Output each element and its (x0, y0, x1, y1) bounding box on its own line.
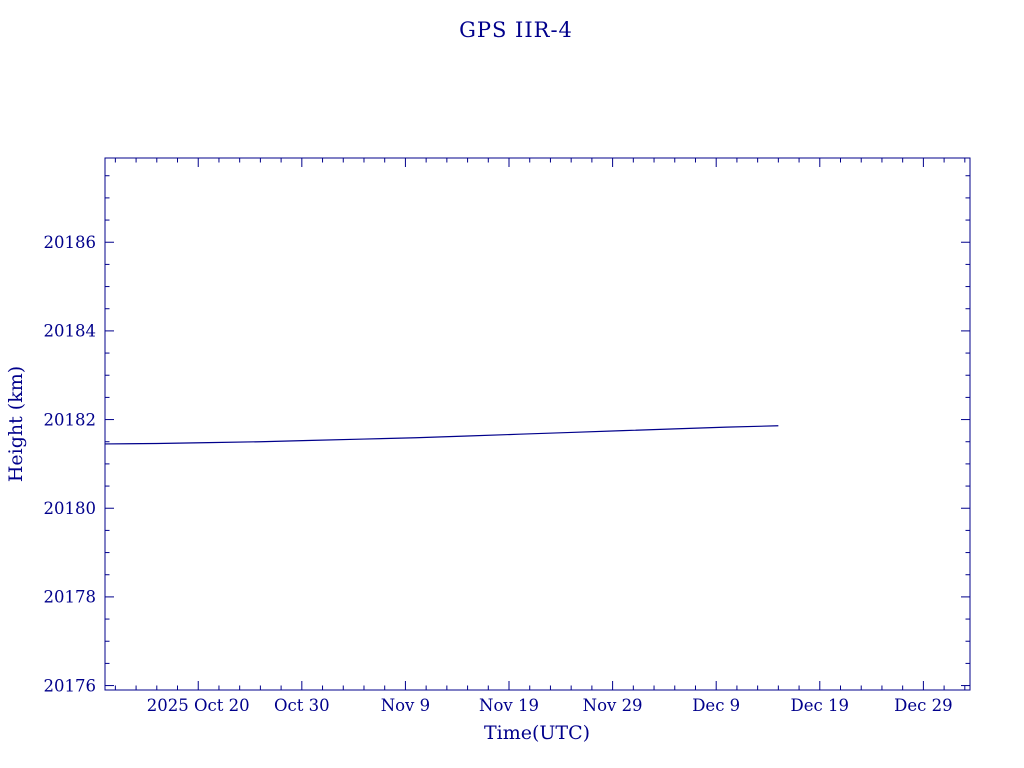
x-tick-label: Dec 19 (791, 696, 849, 715)
y-tick-label: 20184 (44, 322, 97, 341)
chart-title: GPS IIR-4 (459, 18, 573, 42)
y-tick-label: 20178 (44, 588, 97, 607)
y-tick-label: 20182 (44, 410, 97, 429)
y-tick-label: 20176 (44, 676, 97, 695)
x-tick-label: 2025 Oct 20 (147, 696, 250, 715)
x-tick-label: Nov 19 (479, 696, 539, 715)
plot-area: 20176 20178 20180 20182 20184 20186 2025 Oct 2… (44, 157, 971, 715)
height-series-line (104, 425, 779, 445)
y-axis-label: Height (km) (5, 366, 27, 482)
plot-frame (104, 157, 971, 691)
x-axis-label: Time(UTC) (484, 722, 590, 744)
x-tick-label: Nov 29 (583, 696, 643, 715)
x-tick-label: Nov 9 (381, 696, 430, 715)
x-tick-label: Oct 30 (274, 696, 330, 715)
x-tick-label: Dec 29 (894, 696, 952, 715)
y-tick-label: 20180 (44, 499, 97, 518)
y-tick-label: 20186 (44, 233, 97, 252)
x-tick-label: Dec 9 (692, 696, 740, 715)
